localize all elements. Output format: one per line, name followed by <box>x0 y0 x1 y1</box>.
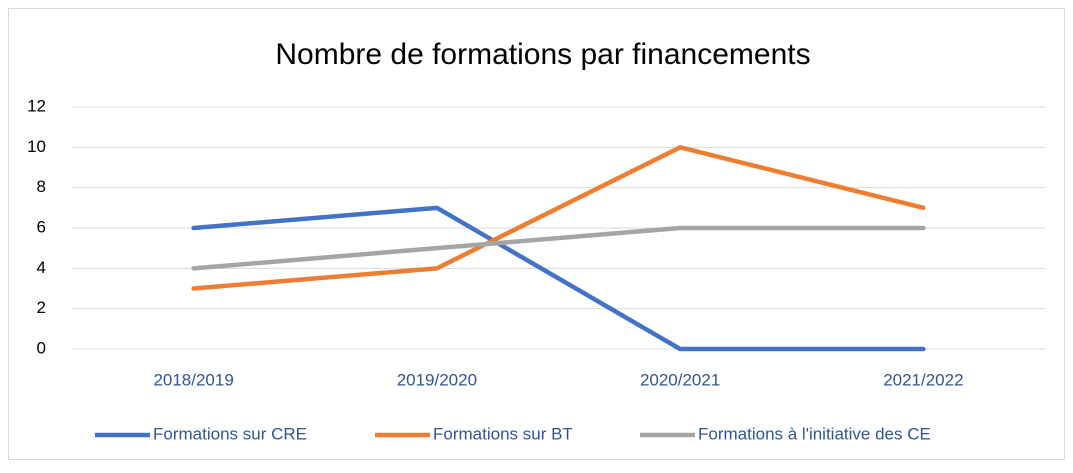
legend-label: Formations sur CRE <box>153 424 307 443</box>
x-tick-label: 2020/2021 <box>640 370 720 389</box>
y-tick-label: 0 <box>37 338 46 357</box>
y-tick-label: 12 <box>27 96 46 115</box>
y-tick-label: 2 <box>37 298 46 317</box>
chart-title: Nombre de formations par financements <box>275 38 810 71</box>
x-tick-label: 2021/2022 <box>883 370 963 389</box>
x-tick-label: 2019/2020 <box>397 370 477 389</box>
legend-label: Formations sur BT <box>433 424 573 443</box>
legend-label: Formations à l'initiative des CE <box>698 424 931 443</box>
y-tick-label: 6 <box>37 217 46 236</box>
y-tick-label: 8 <box>37 177 46 196</box>
y-tick-label: 10 <box>27 137 46 156</box>
y-tick-label: 4 <box>37 258 46 277</box>
chart-border <box>8 8 1065 460</box>
series-line <box>191 145 926 291</box>
x-tick-label: 2018/2019 <box>153 370 233 389</box>
series-line <box>191 205 926 352</box>
series-line <box>191 225 926 271</box>
